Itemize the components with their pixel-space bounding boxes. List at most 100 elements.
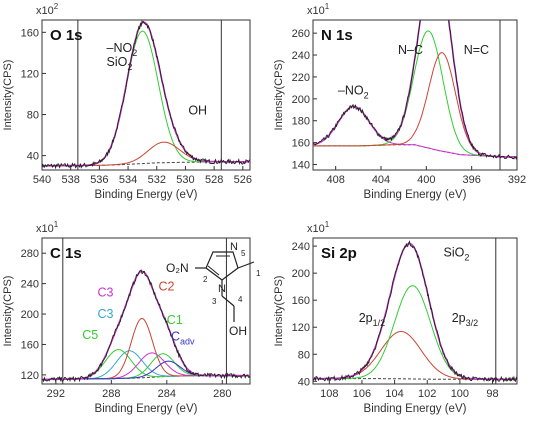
- y-axis-label: Intensity(CPS): [273, 276, 285, 347]
- envelope-fit: [313, 20, 517, 158]
- y-tick-label: 160: [292, 295, 310, 307]
- peak-label-text: C: [171, 330, 180, 344]
- peak-label-subscript: 2: [364, 90, 369, 100]
- ring-nitrogen-label: N: [230, 241, 238, 253]
- panel-title: N 1s: [321, 27, 353, 44]
- chain-bond: [221, 295, 235, 307]
- peak-label-text: C3: [97, 307, 113, 321]
- peak-label: OH: [188, 104, 207, 118]
- x-tick-label: 284: [158, 388, 176, 400]
- x-tick-label: 106: [353, 388, 371, 400]
- x-tick-label: 532: [148, 174, 166, 186]
- y-tick-label: 120: [21, 370, 39, 382]
- x-tick-label: 528: [205, 174, 223, 186]
- methyl-bond: [237, 261, 255, 269]
- panel-title: Si 2p: [321, 245, 357, 262]
- y-tick-label: 240: [21, 279, 39, 291]
- x-tick-label: 400: [417, 174, 435, 186]
- peak-label-subscript: adv: [180, 337, 195, 347]
- x-tick-label: 536: [90, 174, 108, 186]
- peak-label-subscript: 1/2: [373, 318, 386, 328]
- measured-spectrum: [313, 240, 517, 383]
- peak-label-text: C2: [158, 279, 174, 293]
- x-tick-label: 408: [326, 174, 344, 186]
- x-tick-label: 100: [451, 388, 469, 400]
- atom-number: 4: [238, 295, 243, 304]
- y-multiplier-exponent: 1: [325, 2, 330, 11]
- y-tick-label: 280: [21, 248, 39, 260]
- x-tick-label: 288: [102, 388, 120, 400]
- peak-label: 2p1/2: [359, 311, 385, 328]
- peak-label-text: C3: [97, 286, 113, 300]
- y-tick-label: 120: [21, 68, 39, 80]
- plot-area: [42, 20, 250, 170]
- x-tick-label: 526: [234, 174, 252, 186]
- x-tick-label: 404: [372, 174, 390, 186]
- x-tick-label: 392: [508, 174, 526, 186]
- x-tick-label: 538: [62, 174, 80, 186]
- peak-label: C3: [97, 286, 113, 300]
- component-peak: [42, 317, 250, 380]
- y-tick-label: 200: [292, 94, 310, 106]
- ring-nitrogen-label: N: [218, 283, 226, 295]
- y-axis-label: Intensity(CPS): [2, 276, 14, 347]
- peak-label-subscript: 3/2: [466, 318, 479, 328]
- y-tick-label: 160: [21, 339, 39, 351]
- y-multiplier-exponent: 2: [54, 2, 59, 11]
- peak-label: Cadv: [171, 330, 195, 347]
- peak-label: C3: [97, 307, 113, 321]
- x-tick-label: 292: [47, 388, 65, 400]
- y-tick-label: 220: [292, 72, 310, 84]
- y-tick-label: 160: [292, 138, 310, 150]
- y-tick-label: 200: [292, 268, 310, 280]
- y-tick-label: 40: [27, 151, 39, 163]
- plot-frame: [41, 237, 251, 385]
- measured-spectrum: [42, 269, 250, 383]
- atom-number: 2: [203, 275, 208, 284]
- peak-label: 2p3/2: [452, 311, 478, 328]
- peak-label: C1: [167, 313, 183, 327]
- imidazole-ring: [205, 251, 239, 281]
- y-tick-label: 160: [21, 27, 39, 39]
- peak-label: SiO2: [444, 245, 470, 262]
- y-tick-label: 80: [298, 349, 310, 361]
- y-multiplier-base: x10: [36, 223, 54, 235]
- component-peak: [313, 285, 517, 380]
- panel-title: O 1s: [50, 27, 83, 44]
- peak-label-text: SiO: [444, 245, 465, 259]
- peak-label-text: C1: [167, 313, 183, 327]
- hydroxyl-label: OH: [229, 324, 247, 338]
- nitro-group-label: O₂N: [166, 261, 189, 275]
- y-multiplier: x101: [307, 220, 330, 235]
- atom-number: 3: [212, 297, 217, 306]
- x-axis-label: Binding Energy (eV): [364, 189, 467, 201]
- y-multiplier-base: x10: [307, 5, 325, 17]
- y-axis-label: Intensity(CPS): [273, 60, 285, 131]
- peak-label-text: SiO: [107, 55, 128, 69]
- y-multiplier-exponent: 1: [325, 220, 330, 229]
- y-tick-label: 120: [292, 322, 310, 334]
- panel-n-1s: 408 404 400 396 392 140 160 180 200 220 240 260 x101…: [273, 2, 526, 201]
- plot-frame: [41, 19, 251, 171]
- plot-frame: [312, 19, 518, 171]
- peak-label-text: 2p: [452, 311, 466, 325]
- x-tick-label: 108: [320, 388, 338, 400]
- peak-label-text: N–C: [398, 43, 423, 57]
- peak-label: –NO2: [107, 41, 138, 58]
- y-tick-label: 200: [21, 309, 39, 321]
- peak-label: N–C: [398, 43, 423, 57]
- x-tick-label: 280: [213, 388, 231, 400]
- y-axis-label: Intensity(CPS): [2, 60, 14, 131]
- x-tick-label: 102: [418, 388, 436, 400]
- peak-label-text: –NO: [107, 41, 133, 55]
- peak-label-subscript: 2: [464, 252, 469, 262]
- measured-spectrum: [313, 20, 517, 160]
- y-tick-label: 180: [292, 116, 310, 128]
- y-multiplier-base: x10: [36, 5, 54, 17]
- y-multiplier-exponent: 1: [54, 220, 59, 229]
- y-multiplier: x101: [36, 220, 59, 235]
- envelope-fit: [313, 242, 517, 381]
